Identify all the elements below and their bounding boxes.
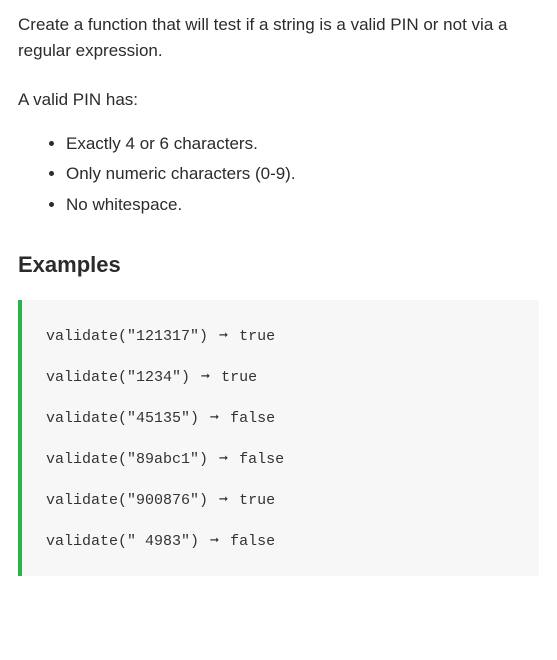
example-call: validate("900876") (46, 492, 208, 509)
example-call: validate("1234") (46, 369, 190, 386)
example-line: validate("1234") ➞ true (46, 367, 515, 388)
example-call: validate("121317") (46, 328, 208, 345)
arrow-icon: ➞ (219, 326, 228, 347)
example-line: validate("121317") ➞ true (46, 326, 515, 347)
examples-heading: Examples (18, 248, 539, 282)
arrow-icon: ➞ (219, 490, 228, 511)
arrow-icon: ➞ (201, 367, 210, 388)
example-call: validate(" 4983") (46, 533, 199, 550)
example-line: validate("900876") ➞ true (46, 490, 515, 511)
example-call: validate("45135") (46, 410, 199, 427)
example-result: true (239, 328, 275, 345)
arrow-icon: ➞ (210, 408, 219, 429)
example-result: false (230, 410, 275, 427)
list-item: No whitespace. (66, 192, 539, 218)
intro-paragraph: Create a function that will test if a st… (18, 12, 539, 65)
arrow-icon: ➞ (219, 449, 228, 470)
example-result: false (239, 451, 284, 468)
list-item: Only numeric characters (0-9). (66, 161, 539, 187)
example-line: validate(" 4983") ➞ false (46, 531, 515, 552)
example-result: true (221, 369, 257, 386)
arrow-icon: ➞ (210, 531, 219, 552)
example-call: validate("89abc1") (46, 451, 208, 468)
rules-list: Exactly 4 or 6 characters. Only numeric … (18, 131, 539, 218)
list-item: Exactly 4 or 6 characters. (66, 131, 539, 157)
examples-code-block: validate("121317") ➞ truevalidate("1234"… (18, 300, 539, 576)
example-result: true (239, 492, 275, 509)
example-line: validate("45135") ➞ false (46, 408, 515, 429)
example-line: validate("89abc1") ➞ false (46, 449, 515, 470)
valid-pin-has-label: A valid PIN has: (18, 87, 539, 113)
example-result: false (230, 533, 275, 550)
